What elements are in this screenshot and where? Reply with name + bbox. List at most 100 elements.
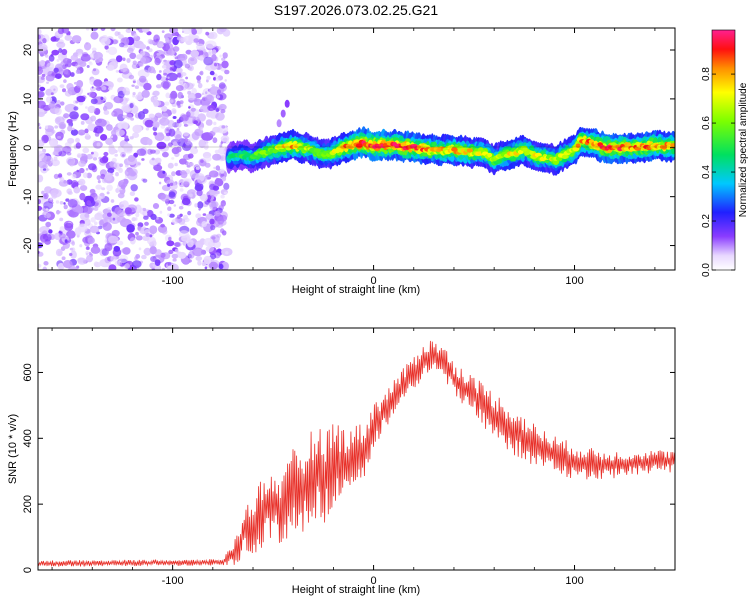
noise-blob	[130, 184, 138, 192]
noise-blob	[154, 265, 161, 270]
noise-blob	[155, 112, 163, 119]
noise-blob	[222, 52, 228, 59]
noise-blob	[66, 119, 72, 124]
noise-blob	[184, 63, 191, 69]
noise-blob	[90, 151, 94, 155]
noise-blob	[88, 91, 96, 98]
noise-blob	[220, 135, 230, 142]
noise-blob	[132, 124, 142, 134]
heatmap-ylabel: Frequency (Hz)	[7, 111, 19, 187]
y-tick-label: -20	[22, 238, 34, 254]
noise-blob	[156, 52, 161, 56]
noise-blob	[190, 107, 196, 112]
noise-blob	[215, 108, 220, 112]
noise-blob	[221, 176, 227, 182]
noise-blob	[175, 85, 184, 92]
noise-blob	[88, 163, 97, 171]
noise-blob	[189, 227, 198, 236]
noise-blob	[215, 112, 225, 121]
noise-blob	[77, 129, 86, 136]
noise-blob	[90, 217, 96, 223]
noise-blob	[93, 79, 103, 87]
noise-blob	[209, 70, 215, 76]
noise-blob	[75, 63, 81, 69]
noise-blob	[117, 192, 125, 199]
noise-blob	[149, 262, 156, 269]
y-tick-label: 400	[22, 429, 34, 447]
noise-blob	[110, 28, 116, 32]
noise-blob	[85, 28, 90, 31]
noise-blob	[58, 48, 63, 53]
noise-blob	[48, 54, 55, 62]
colorbar-gradient	[712, 30, 735, 270]
y-tick-label: 10	[22, 93, 34, 105]
noise-blob	[114, 129, 125, 137]
noise-blob	[102, 96, 107, 101]
noise-blob	[72, 127, 75, 131]
noise-blob	[155, 249, 162, 258]
noise-blob	[158, 181, 162, 185]
noise-blob	[159, 132, 164, 137]
noise-blob	[110, 135, 114, 139]
noise-blob	[181, 197, 191, 206]
noise-blob	[185, 49, 192, 55]
y-tick-label: 200	[22, 495, 34, 513]
ridge-cell	[487, 152, 493, 158]
noise-blob	[59, 84, 65, 88]
noise-blob	[129, 102, 134, 109]
noise-blob	[114, 153, 118, 157]
noise-blob	[95, 184, 102, 190]
noise-blob	[85, 133, 90, 137]
noise-blob	[85, 106, 88, 109]
noise-blob	[93, 206, 99, 211]
noise-blob	[148, 48, 153, 53]
noise-blob	[163, 135, 171, 142]
noise-blob	[138, 247, 142, 251]
noise-blob	[115, 70, 120, 73]
noise-blob	[70, 129, 79, 136]
noise-blob	[209, 253, 217, 260]
noise-blob	[94, 221, 98, 226]
noise-blob	[53, 67, 59, 73]
noise-blob	[79, 212, 90, 221]
ridge-cell	[313, 148, 321, 153]
noise-blob	[123, 148, 128, 153]
noise-blob	[122, 218, 127, 222]
noise-blob	[179, 158, 187, 165]
noise-blob	[85, 168, 89, 171]
noise-blob	[116, 240, 124, 246]
noise-blob	[122, 57, 126, 62]
noise-blob	[135, 235, 143, 241]
noise-blob	[160, 76, 167, 82]
noise-blob	[57, 28, 65, 35]
noise-blob	[149, 234, 153, 238]
noise-blob	[90, 86, 96, 92]
noise-blob	[107, 86, 113, 91]
noise-blob	[96, 175, 101, 181]
noise-blob	[45, 125, 48, 129]
noise-blob	[203, 237, 214, 247]
noise-blob	[212, 137, 218, 144]
noise-blob	[38, 111, 45, 118]
noise-blob	[142, 207, 147, 212]
noise-blob	[104, 101, 114, 110]
noise-blob	[50, 188, 62, 198]
noise-blob	[203, 255, 212, 265]
noise-blob	[186, 189, 197, 198]
noise-blob	[194, 92, 202, 99]
noise-blob	[176, 72, 182, 78]
noise-blob	[135, 254, 141, 259]
noise-blob	[196, 43, 206, 51]
noise-blob	[169, 99, 174, 103]
x-tick-label: 0	[371, 275, 377, 287]
noise-blob	[93, 125, 104, 134]
noise-blob	[201, 261, 207, 267]
noise-blob	[155, 84, 162, 89]
noise-blob	[67, 210, 70, 214]
noise-blob	[149, 149, 156, 154]
noise-blob	[180, 114, 189, 122]
noise-blob	[173, 59, 183, 69]
noise-blob	[164, 101, 170, 106]
noise-blob	[75, 100, 79, 104]
